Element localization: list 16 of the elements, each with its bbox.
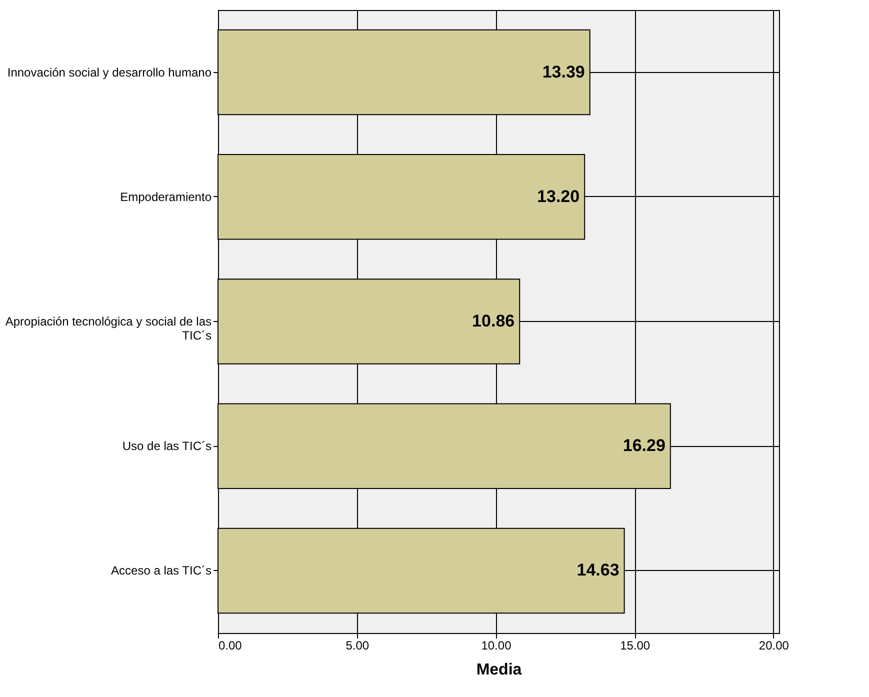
y-tick-label: Acceso a las TIC´s — [111, 564, 212, 578]
data-label: 10.86 — [472, 312, 515, 330]
data-label: 13.39 — [542, 62, 585, 82]
x-tick-label: 20.00 — [758, 638, 790, 652]
x-tick-label: 5.00 — [346, 638, 370, 652]
data-label: 14.63 — [576, 560, 620, 580]
y-tick-label: Innovación social y desarrollo humano — [7, 65, 212, 80]
y-tick-label: Uso de las TIC´s — [122, 439, 212, 454]
data-label: 13.20 — [537, 186, 580, 206]
x-tick-label: 0.00 — [218, 638, 242, 652]
x-tick-label: 15.00 — [620, 638, 650, 652]
x-axis-title: Media — [476, 662, 522, 678]
y-tick-label: Apropiación tecnológica y social de las TIC´s — [5, 314, 212, 342]
data-label: 16.29 — [622, 436, 666, 456]
y-tick-label: Empoderamiento — [120, 190, 212, 204]
x-tick-label: 10.00 — [481, 638, 512, 652]
